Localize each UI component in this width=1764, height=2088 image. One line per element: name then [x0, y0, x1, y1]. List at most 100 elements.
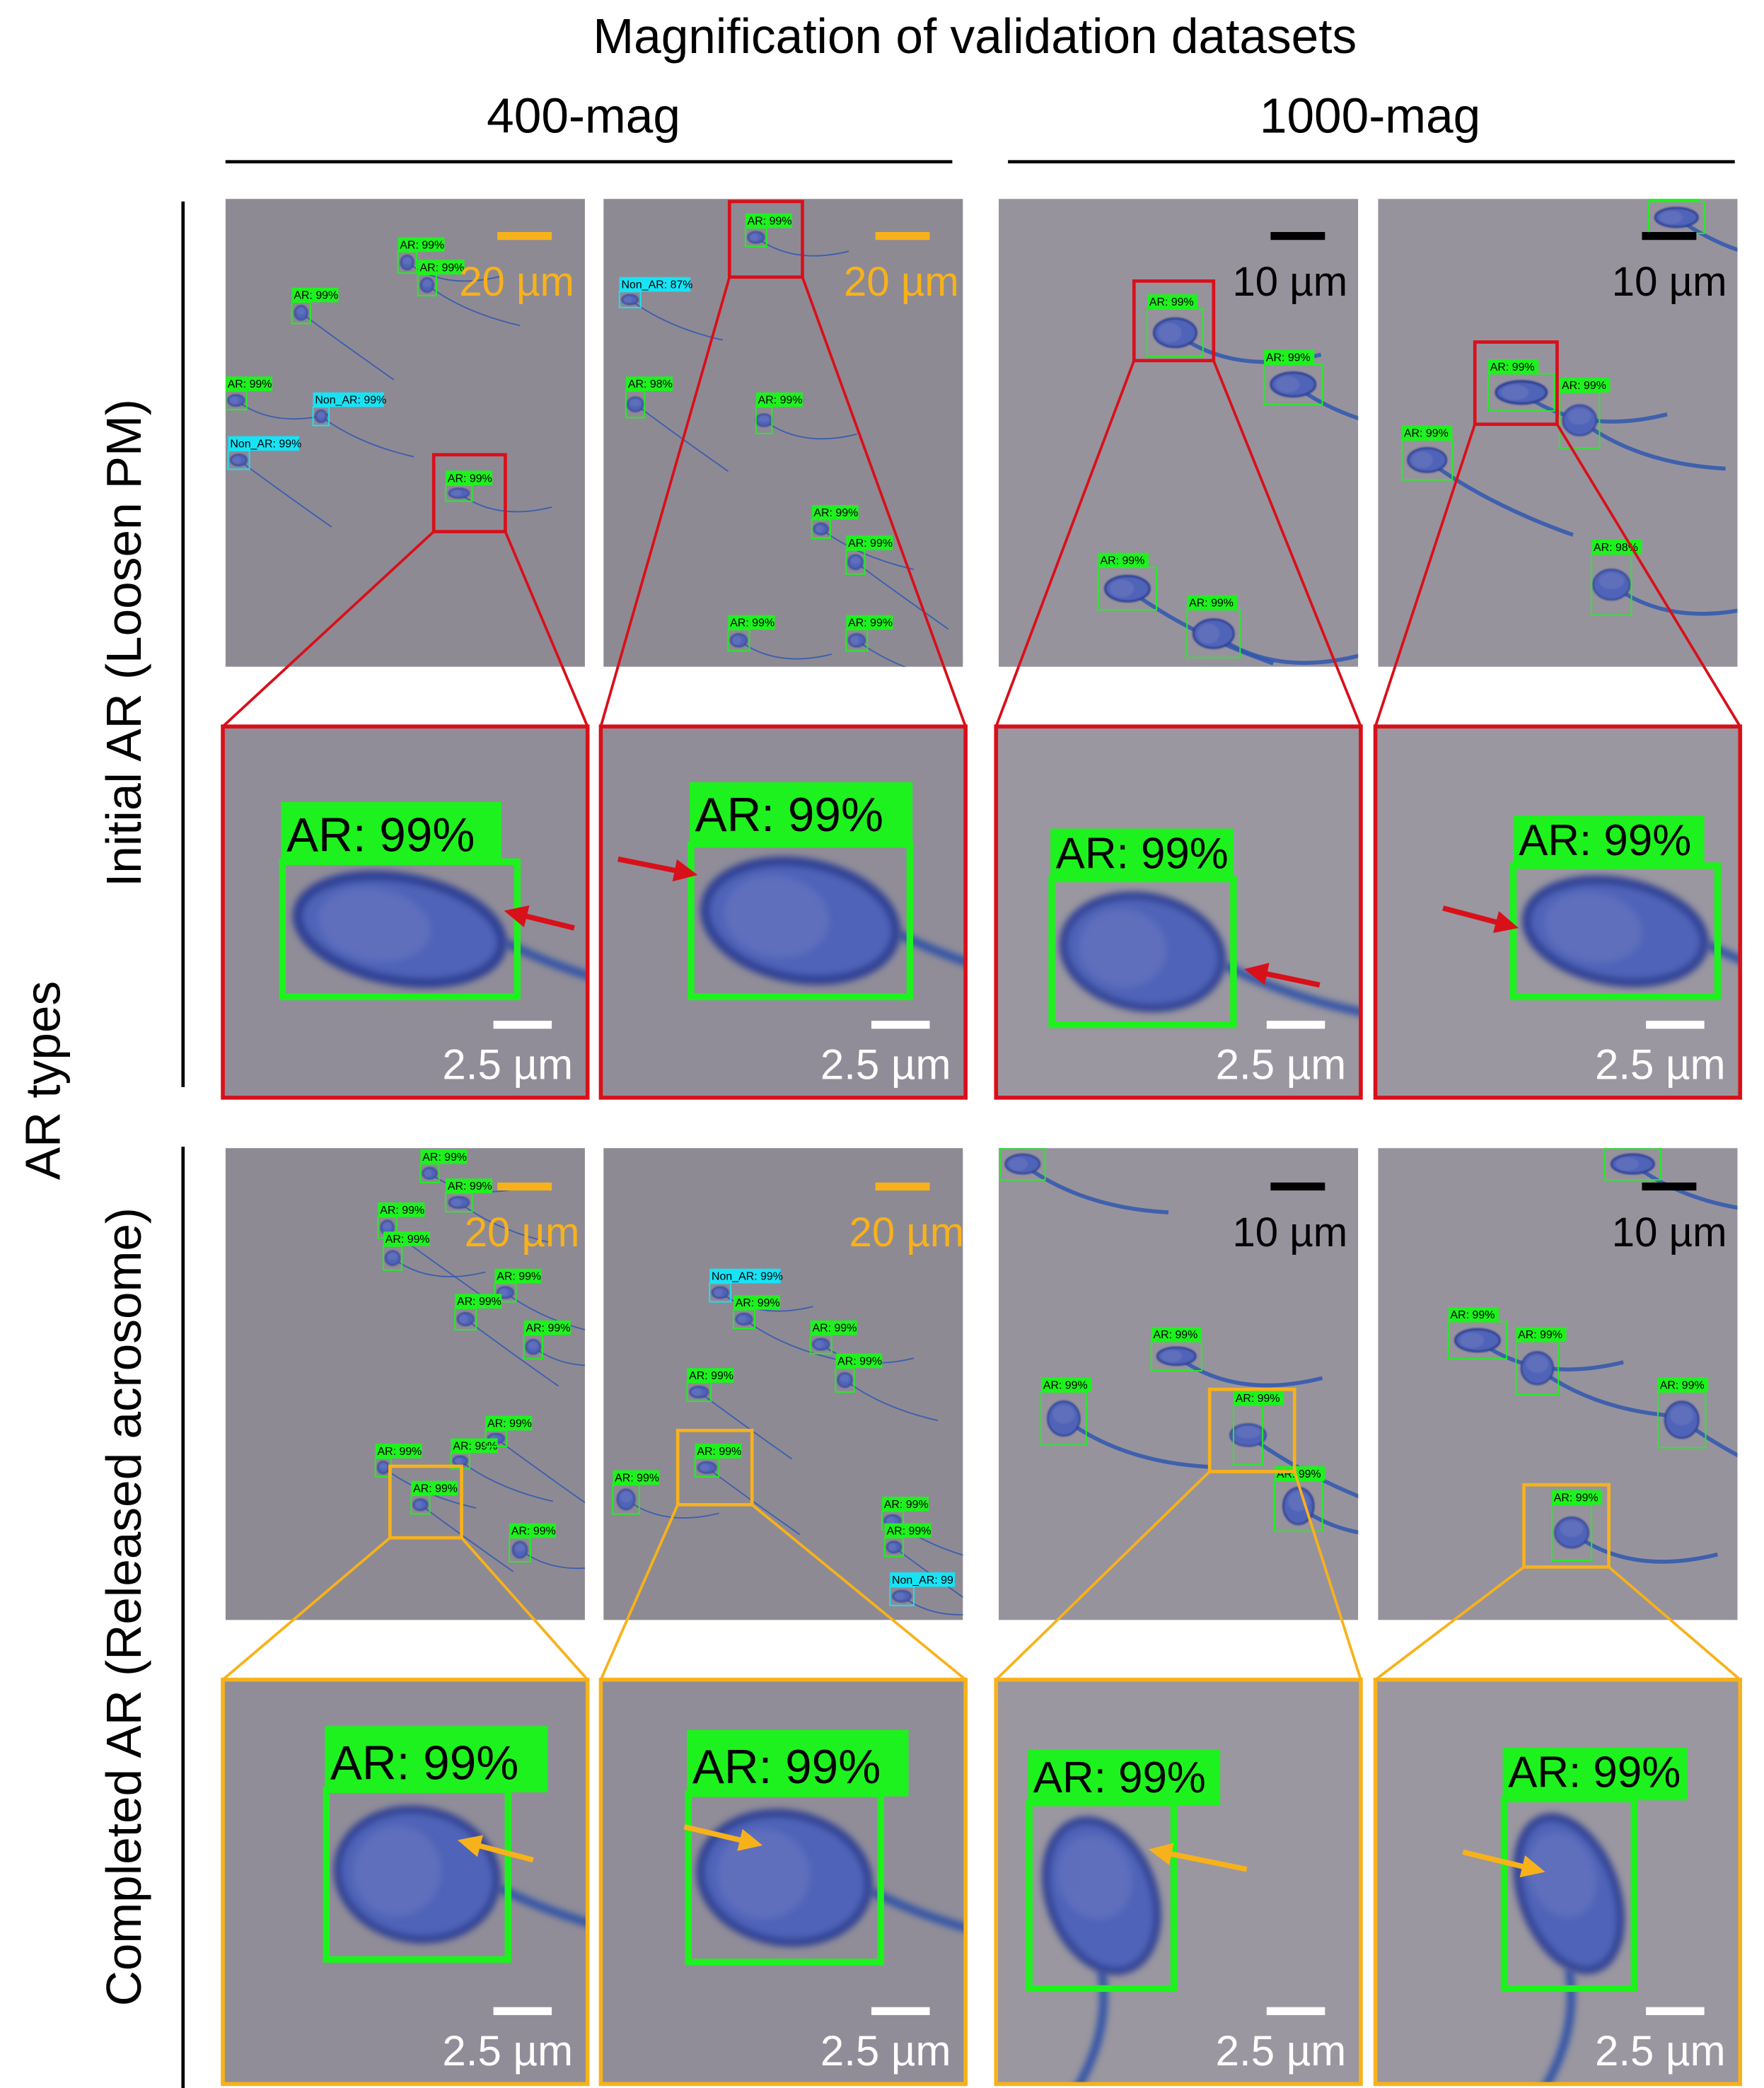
detection-label: AR: 99% — [380, 1205, 424, 1217]
acrosome — [387, 1252, 398, 1260]
zoom-tail — [1222, 961, 1361, 1016]
detection-label: AR: 99% — [884, 1499, 929, 1511]
acrosome — [749, 233, 759, 242]
zoom-connector — [1374, 424, 1476, 727]
arrow-head — [1148, 1843, 1174, 1865]
detection-label: AR: 99% — [615, 1473, 659, 1485]
zoom-source-box — [1207, 1387, 1296, 1473]
zoom-label-bg — [1502, 1747, 1688, 1801]
detection-label-bg — [755, 392, 803, 407]
zoom-scale-bar-label: 2.5 µm — [820, 2027, 951, 2075]
detection-label-bg — [890, 1572, 956, 1587]
acrosome — [528, 1341, 538, 1350]
detection-label-bg — [1147, 294, 1198, 309]
detection-label-bg — [1551, 1490, 1603, 1505]
sperm-tail — [1297, 1504, 1359, 1535]
zoom-connector — [221, 1536, 391, 1681]
detection-label: AR: 99% — [1043, 1379, 1088, 1391]
zoom-detection-label: AR: 99% — [1033, 1753, 1206, 1802]
detection-label-bg — [1516, 1327, 1567, 1342]
zoom-frame — [598, 724, 968, 1100]
detection-label: AR: 99% — [385, 1234, 430, 1246]
detection-label-bg — [1560, 378, 1611, 393]
zoom-panel: AR: 99% 2.5 µm — [600, 726, 966, 1098]
zoom-connector — [599, 1504, 679, 1681]
detection-box — [1604, 1148, 1661, 1181]
detection-label: AR: 99% — [1002, 1135, 1047, 1147]
detection-label-bg — [846, 615, 893, 630]
zoom-scale-bar — [1266, 2007, 1325, 2015]
detection-label-bg — [733, 1295, 780, 1310]
sperm-tail — [519, 1549, 585, 1570]
acrosome — [732, 635, 741, 645]
detection-label: AR: 99% — [689, 1370, 733, 1382]
zoom-source-box — [1522, 1483, 1611, 1569]
zoom-scale-bar — [871, 1021, 930, 1029]
zoom-source-box — [675, 1429, 754, 1507]
sperm-tail — [1570, 1531, 1719, 1564]
detection-label: AR: 99% — [228, 378, 272, 390]
scale-bar — [497, 232, 552, 240]
sperm-tail — [1426, 458, 1574, 537]
zoom-source-box — [431, 453, 507, 533]
detection-label: AR: 99% — [813, 507, 858, 519]
detection-label-bg — [687, 1368, 734, 1383]
arrow-head — [1493, 911, 1519, 934]
overview-panel: AR: 99% AR: 99% AR: 99% AR: 99% — [999, 199, 1359, 667]
zoom-detection-label: AR: 99% — [330, 1736, 518, 1790]
column-group-label: 1000-mag — [1260, 88, 1480, 143]
overview-panel: Non_AR: 99% AR: 99% AR: 99% AR: 99% AR: 99% A… — [603, 1148, 963, 1620]
zoom-scale-bar-label: 2.5 µm — [1595, 1041, 1726, 1089]
detection-label: AR: 99% — [448, 472, 492, 485]
acrosome — [840, 1374, 850, 1383]
acrosome — [1161, 1350, 1183, 1363]
zoom-detection-label: AR: 99% — [1056, 830, 1229, 878]
acrosome — [232, 456, 241, 464]
acrosome — [296, 307, 306, 315]
acrosome — [1659, 210, 1683, 224]
acrosome — [1109, 579, 1135, 598]
detection-label-bg — [810, 1320, 857, 1335]
acrosome — [1567, 408, 1591, 425]
zoom-scale-bar — [1646, 2007, 1705, 2015]
column-group-label: 400-mag — [487, 88, 680, 143]
sperm-tail — [320, 415, 414, 458]
micrograph-bg — [999, 199, 1359, 667]
detection-label-bg — [398, 237, 445, 253]
acrosome — [815, 525, 823, 533]
detection-label: AR: 99% — [400, 239, 444, 251]
acrosome — [451, 489, 463, 497]
detection-label-bg — [455, 1294, 502, 1309]
acrosome — [1528, 1832, 1597, 1918]
sperm-tail — [1062, 1417, 1210, 1469]
zoom-source-box — [1132, 279, 1216, 363]
acrosome — [850, 556, 861, 564]
detection-label-bg — [378, 1202, 425, 1217]
overview-panel: AR: 99% AR: 99% AR: 99% AR: 99% AR: 99% AR: 9… — [225, 1148, 585, 1620]
arrow-shaft — [521, 912, 575, 931]
zoom-connector — [504, 530, 589, 727]
zoom-label-bg — [281, 801, 501, 865]
zoom-panel: AR: 99% 2.5 µm — [996, 1679, 1361, 2084]
detection-label: AR: 99% — [1451, 1309, 1495, 1321]
detection-label-bg — [811, 505, 859, 520]
acrosome — [850, 635, 859, 645]
detection-label: AR: 99% — [1266, 352, 1311, 364]
zoom-scale-bar-label: 2.5 µm — [1216, 2027, 1347, 2075]
sperm-tail — [504, 1292, 585, 1330]
detection-label: AR: 99% — [294, 290, 338, 302]
detection-label: Non_AR: 99 — [892, 1574, 953, 1587]
detection-label: AR: 99% — [448, 1181, 492, 1193]
sperm-tail — [458, 1202, 552, 1244]
detection-label-bg — [375, 1444, 422, 1458]
zoom-frame — [221, 724, 590, 1100]
acrosome — [1052, 1405, 1075, 1424]
detection-label: AR: 99% — [1562, 380, 1606, 392]
zoom-scale-bar — [871, 2007, 930, 2015]
sperm-tail — [1536, 1367, 1683, 1419]
sperm-tail — [1578, 418, 1726, 471]
y-label: AR types — [15, 981, 70, 1180]
acrosome — [1526, 1355, 1549, 1374]
sperm-tail — [738, 639, 832, 660]
detection-label-bg — [728, 615, 775, 630]
